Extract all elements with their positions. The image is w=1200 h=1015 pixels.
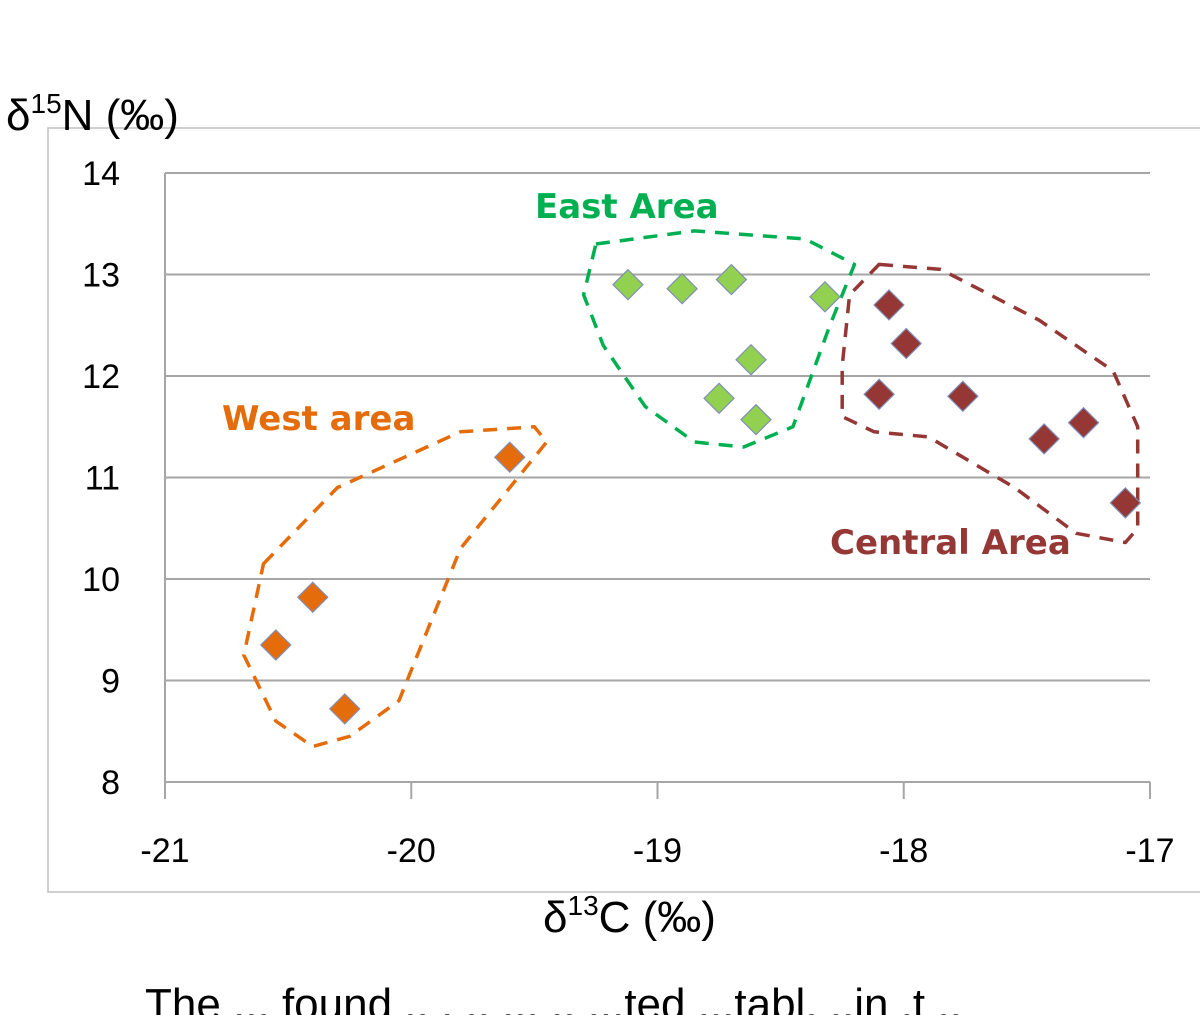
data-point [890,327,923,360]
axes [164,173,1151,799]
data-point [873,289,905,321]
y-axis-label-main: N (‰) [62,91,179,140]
y-axis-label-sup: 15 [31,88,62,119]
group-annotation-label: West area [222,399,415,439]
data-point [296,581,329,614]
data-point [259,629,292,661]
data-point [493,441,526,474]
gridlines [165,172,1150,783]
data-point [612,268,644,301]
y-tick-label: 14 [82,155,120,193]
west-area-outline [242,425,549,749]
scatter-chart: -21 -20 -19 -18 -17 8 9 10 11 12 13 14 West area Eas… [6,88,1200,942]
group-outlines [242,229,1140,749]
y-axis-label-prefix: δ [6,91,31,140]
figure-caption: The ... found .. . .. ... .. ...ted ...t… [0,970,1200,1015]
data-point [809,280,841,313]
data-point [1067,406,1100,439]
data-point [328,693,361,725]
group-annotation-label: Central Area [830,523,1071,563]
x-tick-label: -21 [140,832,189,870]
x-tick-label: -19 [633,832,682,870]
data-point [947,380,979,413]
tick-labels: -21 -20 -19 -18 -17 8 9 10 11 12 13 14 [82,155,1174,870]
group-annotations: West area East Area Central Area [222,187,1071,563]
x-tick-label: -18 [879,832,928,870]
y-tick-label: 11 [85,460,120,498]
data-point [703,382,735,415]
x-tick-label: -17 [1125,832,1174,870]
y-tick-label: 13 [82,257,120,295]
x-axis-label-prefix: δ [543,893,568,942]
data-point [863,378,895,411]
data-point [1028,423,1060,455]
data-point [735,343,767,376]
caption-text: The ... found .. . .. ... .. ...ted ...t… [145,980,962,1015]
chart-area-border [47,127,1200,893]
east-area-outline [581,229,857,449]
data-point [1109,487,1142,519]
y-tick-label: 10 [82,561,120,599]
y-tick-label: 9 [101,663,120,701]
data-point [666,272,698,305]
data-point [715,263,748,296]
x-axis-label-sup: 13 [568,890,599,921]
x-axis-label-main: C (‰) [599,893,716,942]
x-axis-label: δ13C (‰) [543,890,716,942]
data-points [259,263,1142,725]
y-tick-label: 8 [101,764,120,802]
data-point [740,403,772,436]
x-tick-label: -20 [387,832,436,870]
group-annotation-label: East Area [535,187,719,227]
y-tick-label: 12 [82,358,120,396]
y-axis-label: δ15N (‰) [6,88,179,140]
central-area-outline [840,262,1140,545]
